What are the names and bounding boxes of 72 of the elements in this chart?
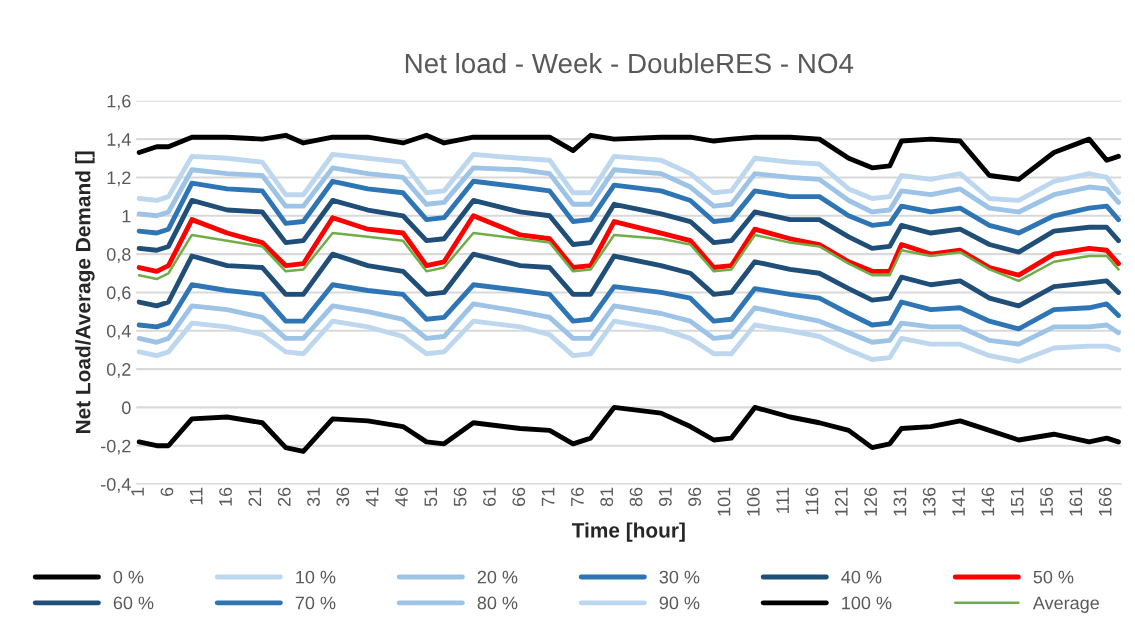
legend-label: 70 % — [295, 596, 336, 610]
legend-label: Average — [1032, 596, 1099, 613]
y-axis-title: Net Load/Average Demand [] — [75, 151, 95, 434]
x-tick-label: 36 — [336, 487, 350, 507]
x-tick-label: 156 — [1040, 487, 1053, 516]
line-series — [136, 213, 1121, 278]
line-series — [136, 178, 1121, 236]
legend-label: 80 % — [477, 596, 518, 610]
line-series — [136, 198, 1121, 255]
x-tick-label: 1 — [131, 487, 144, 496]
x-tick-label: 161 — [1069, 487, 1083, 516]
line-series — [136, 282, 1121, 332]
x-tick-label: 111 — [776, 487, 789, 513]
y-tick-label: 0,2 — [106, 363, 131, 378]
x-tick-label: 41 — [365, 487, 379, 507]
line-series — [136, 301, 1121, 347]
x-tick-label: 166 — [1098, 487, 1112, 516]
legend-label: 20 % — [477, 570, 518, 584]
x-tick-label: 61 — [483, 487, 496, 507]
x-tick-label: 71 — [541, 487, 555, 506]
x-tick-label: 81 — [600, 487, 614, 507]
x-tick-label: 96 — [688, 487, 702, 507]
line-series — [136, 318, 1121, 364]
legend-label: 10 % — [296, 570, 336, 584]
x-tick-label: 66 — [512, 487, 526, 507]
x-tick-label: 21 — [248, 487, 262, 507]
x-tick-label: 131 — [893, 487, 907, 516]
x-tick-label: 26 — [277, 487, 291, 507]
x-tick-label: 11 — [190, 487, 203, 505]
x-tick-label: 6 — [160, 487, 174, 496]
x-tick-label: 106 — [746, 487, 760, 516]
y-tick-label: 1 — [122, 209, 131, 223]
line-series — [136, 251, 1121, 309]
legend-label: 30 % — [659, 570, 700, 584]
x-tick-label: 101 — [717, 487, 731, 516]
legend-label: 40 % — [841, 570, 882, 584]
x-tick-label: 126 — [864, 487, 877, 516]
y-tick-label: 1,6 — [107, 94, 131, 110]
x-tick-label: 116 — [805, 487, 819, 515]
x-tick-label: 76 — [571, 487, 584, 506]
line-series — [136, 165, 1121, 219]
x-tick-label: 46 — [395, 487, 408, 507]
y-tick-label: 0,6 — [106, 286, 131, 302]
x-tick-label: 16 — [219, 487, 232, 506]
x-tick-label: 86 — [629, 487, 643, 507]
line-series — [137, 231, 1120, 283]
x-tick-label: 51 — [424, 487, 438, 507]
y-tick-label: -0,4 — [101, 478, 131, 493]
y-tick-label: 1,4 — [107, 133, 131, 148]
y-tick-label: -0,2 — [101, 439, 131, 455]
y-tick-label: 0,4 — [106, 324, 131, 340]
chart-title: Net load - Week - DoubleRES - NO4 — [405, 52, 854, 74]
x-tick-label: 91 — [658, 487, 672, 507]
y-tick-label: 1,2 — [107, 171, 131, 187]
x-tick-label: 151 — [1011, 487, 1024, 516]
y-tick-label: 0 — [122, 401, 131, 415]
legend-label: 50 % — [1033, 570, 1074, 584]
line-series — [136, 132, 1121, 182]
x-axis-title: Time [hour] — [571, 522, 685, 542]
legend-label: 100 % — [842, 596, 892, 610]
y-tick-label: 0,8 — [106, 248, 131, 263]
x-tick-label: 56 — [453, 487, 467, 507]
line-series — [136, 404, 1121, 454]
x-tick-label: 31 — [307, 487, 320, 507]
x-tick-label: 121 — [834, 487, 848, 516]
x-tick-label: 141 — [952, 487, 965, 516]
legend-label: 90 % — [659, 596, 700, 610]
x-tick-label: 146 — [981, 487, 995, 516]
legend-label: 60 % — [113, 596, 154, 610]
x-tick-label: 136 — [922, 487, 936, 516]
legend-label: 0 % — [113, 570, 144, 584]
line-series — [136, 152, 1121, 203]
